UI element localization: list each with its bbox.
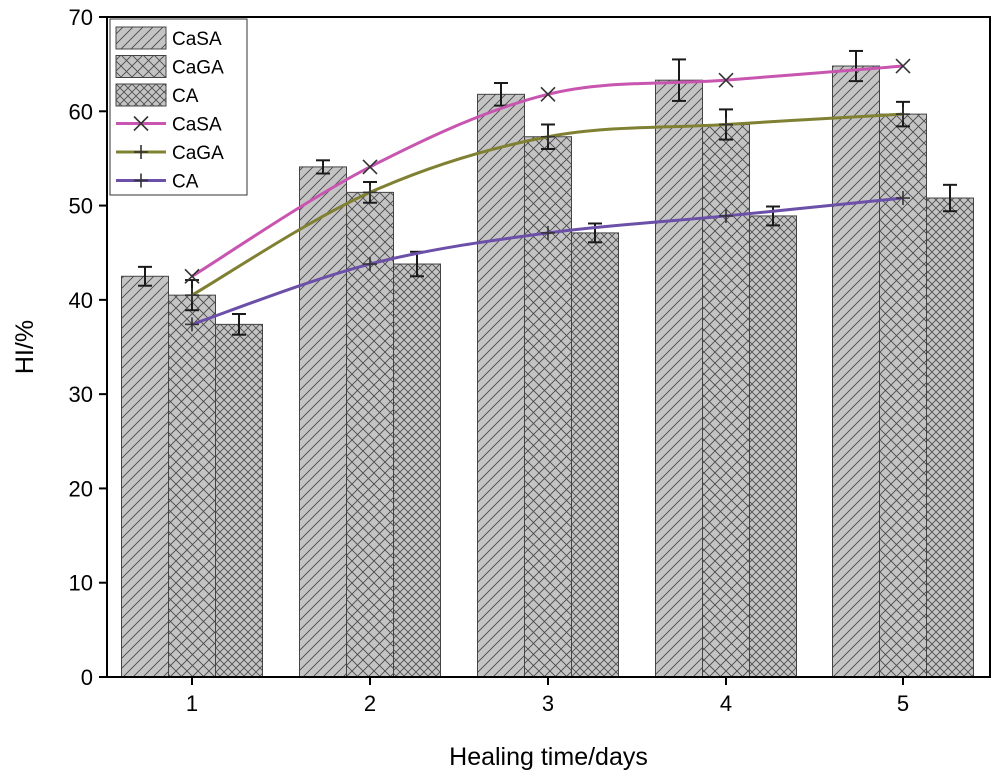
x-tick-label: 4 bbox=[720, 691, 732, 716]
bar-casa-2 bbox=[299, 166, 347, 678]
legend-label-line-caga: CaGA bbox=[172, 143, 224, 164]
bar-ca-3 bbox=[571, 232, 619, 678]
legend-swatch-bar-ca bbox=[115, 83, 167, 107]
legend-marker-casa bbox=[133, 115, 149, 132]
y-tick-label: 0 bbox=[81, 665, 93, 690]
legend-swatch-bar-caga bbox=[115, 55, 167, 78]
legend-label-line-casa: CaSA bbox=[172, 115, 222, 136]
y-tick-label: 10 bbox=[69, 571, 93, 596]
x-tick-label: 1 bbox=[186, 691, 198, 716]
legend-swatch-bar-casa bbox=[115, 26, 167, 50]
marker-ca-2 bbox=[363, 257, 377, 272]
trend-lines-layer bbox=[184, 58, 911, 332]
marker-casa-1 bbox=[184, 268, 200, 284]
marker-caga-2 bbox=[363, 185, 377, 200]
marker-caga-1 bbox=[185, 288, 199, 303]
bar-caga-1 bbox=[168, 294, 216, 678]
bar-ca-1 bbox=[215, 323, 263, 678]
x-tick-label: 5 bbox=[897, 691, 909, 716]
legend-marker-ca bbox=[134, 173, 148, 188]
axes-layer bbox=[99, 16, 991, 685]
bar-caga-3 bbox=[524, 136, 572, 678]
marker-casa-5 bbox=[895, 58, 911, 74]
bar-ca-4 bbox=[749, 215, 797, 678]
x-tick-label: 2 bbox=[364, 691, 376, 716]
x-tick-label: 3 bbox=[542, 691, 554, 716]
bar-caga-5 bbox=[879, 113, 927, 678]
marker-caga-3 bbox=[541, 129, 555, 144]
marker-casa-4 bbox=[718, 72, 734, 88]
x-axis-title: Healing time/days bbox=[449, 743, 648, 771]
y-tick-label: 70 bbox=[69, 5, 93, 30]
legend-label-line-ca: CA bbox=[172, 172, 199, 193]
legend-marker-caga bbox=[134, 145, 148, 159]
marker-ca-4 bbox=[719, 208, 733, 223]
bar-caga-4 bbox=[702, 123, 750, 678]
bar-caga-2 bbox=[346, 191, 394, 678]
legend: CaSA CaGA CA CaSA CaGA CA bbox=[109, 18, 248, 196]
y-axis-title: HI/% bbox=[11, 320, 39, 374]
bar-casa-5 bbox=[832, 65, 880, 678]
y-tick-label: 50 bbox=[69, 194, 93, 219]
marker-casa-2 bbox=[362, 159, 378, 175]
marker-caga-5 bbox=[896, 107, 910, 122]
marker-ca-1 bbox=[185, 317, 199, 332]
tick-labels-layer: 0 10 20 30 40 50 60 70 1 2 3 4 5 bbox=[69, 5, 910, 716]
marker-ca-3 bbox=[541, 225, 555, 240]
marker-ca-5 bbox=[896, 191, 910, 206]
bar-casa-4 bbox=[655, 79, 703, 678]
legend-label-bar-casa: CaSA bbox=[172, 29, 222, 50]
bar-casa-3 bbox=[477, 93, 525, 678]
y-tick-label: 40 bbox=[69, 288, 93, 313]
bar-casa-1 bbox=[121, 275, 169, 678]
marker-caga-4 bbox=[719, 117, 733, 132]
bar-ca-2 bbox=[393, 263, 441, 678]
marker-casa-3 bbox=[540, 86, 556, 102]
y-tick-label: 30 bbox=[69, 382, 93, 407]
legend-label-bar-ca: CA bbox=[172, 86, 199, 107]
y-tick-label: 60 bbox=[69, 99, 93, 124]
y-tick-label: 20 bbox=[69, 476, 93, 501]
legend-label-bar-caga: CaGA bbox=[172, 58, 224, 79]
bar-ca-5 bbox=[926, 197, 974, 678]
